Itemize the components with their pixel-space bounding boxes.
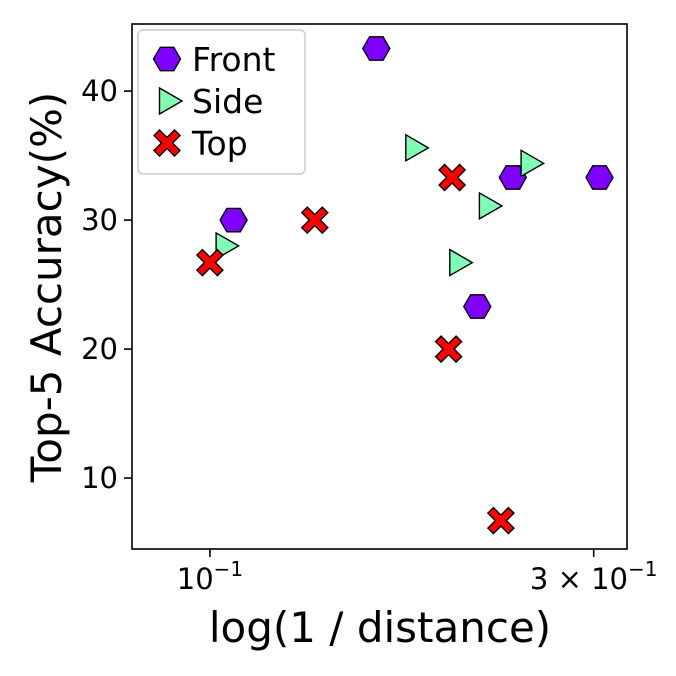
- y-tick-label: 40: [81, 74, 118, 108]
- top-point: [438, 163, 467, 192]
- y-tick-label: 10: [81, 461, 118, 495]
- top-point: [300, 206, 329, 235]
- legend-marker-top: [153, 129, 181, 157]
- legend-label-side: Side: [192, 82, 263, 121]
- front-point: [361, 36, 391, 61]
- side-point: [215, 231, 241, 261]
- top-point: [434, 335, 463, 364]
- x-tick-label: 3 × 10−1: [530, 557, 658, 596]
- y-axis-label: Top-5 Accuracy(%): [22, 92, 71, 484]
- legend-label-front: Front: [192, 40, 276, 79]
- legend-marker-front: [152, 46, 182, 72]
- plot-frame: [131, 23, 628, 550]
- front-point: [585, 165, 614, 190]
- x-tick-label: 10−1: [177, 557, 243, 596]
- legend-box: [137, 29, 306, 175]
- x-axis: 10−1 3 × 10−1: [177, 549, 658, 596]
- side-point: [520, 149, 546, 178]
- side-point: [478, 191, 504, 221]
- front-point: [498, 165, 528, 190]
- side-point: [449, 248, 474, 277]
- x-axis-label: log(1 / distance): [209, 603, 551, 652]
- legend-label-top: Top: [191, 124, 248, 163]
- y-tick-label: 30: [81, 203, 118, 237]
- top-point: [486, 506, 515, 535]
- front-point: [219, 207, 248, 233]
- legend-marker-side: [158, 86, 184, 116]
- top-point: [195, 248, 224, 277]
- side-point: [405, 133, 430, 163]
- front-point: [462, 294, 492, 319]
- y-tick-label: 20: [81, 332, 118, 366]
- plot-marks: [195, 36, 614, 535]
- y-axis: 10 20 30 40: [81, 74, 132, 495]
